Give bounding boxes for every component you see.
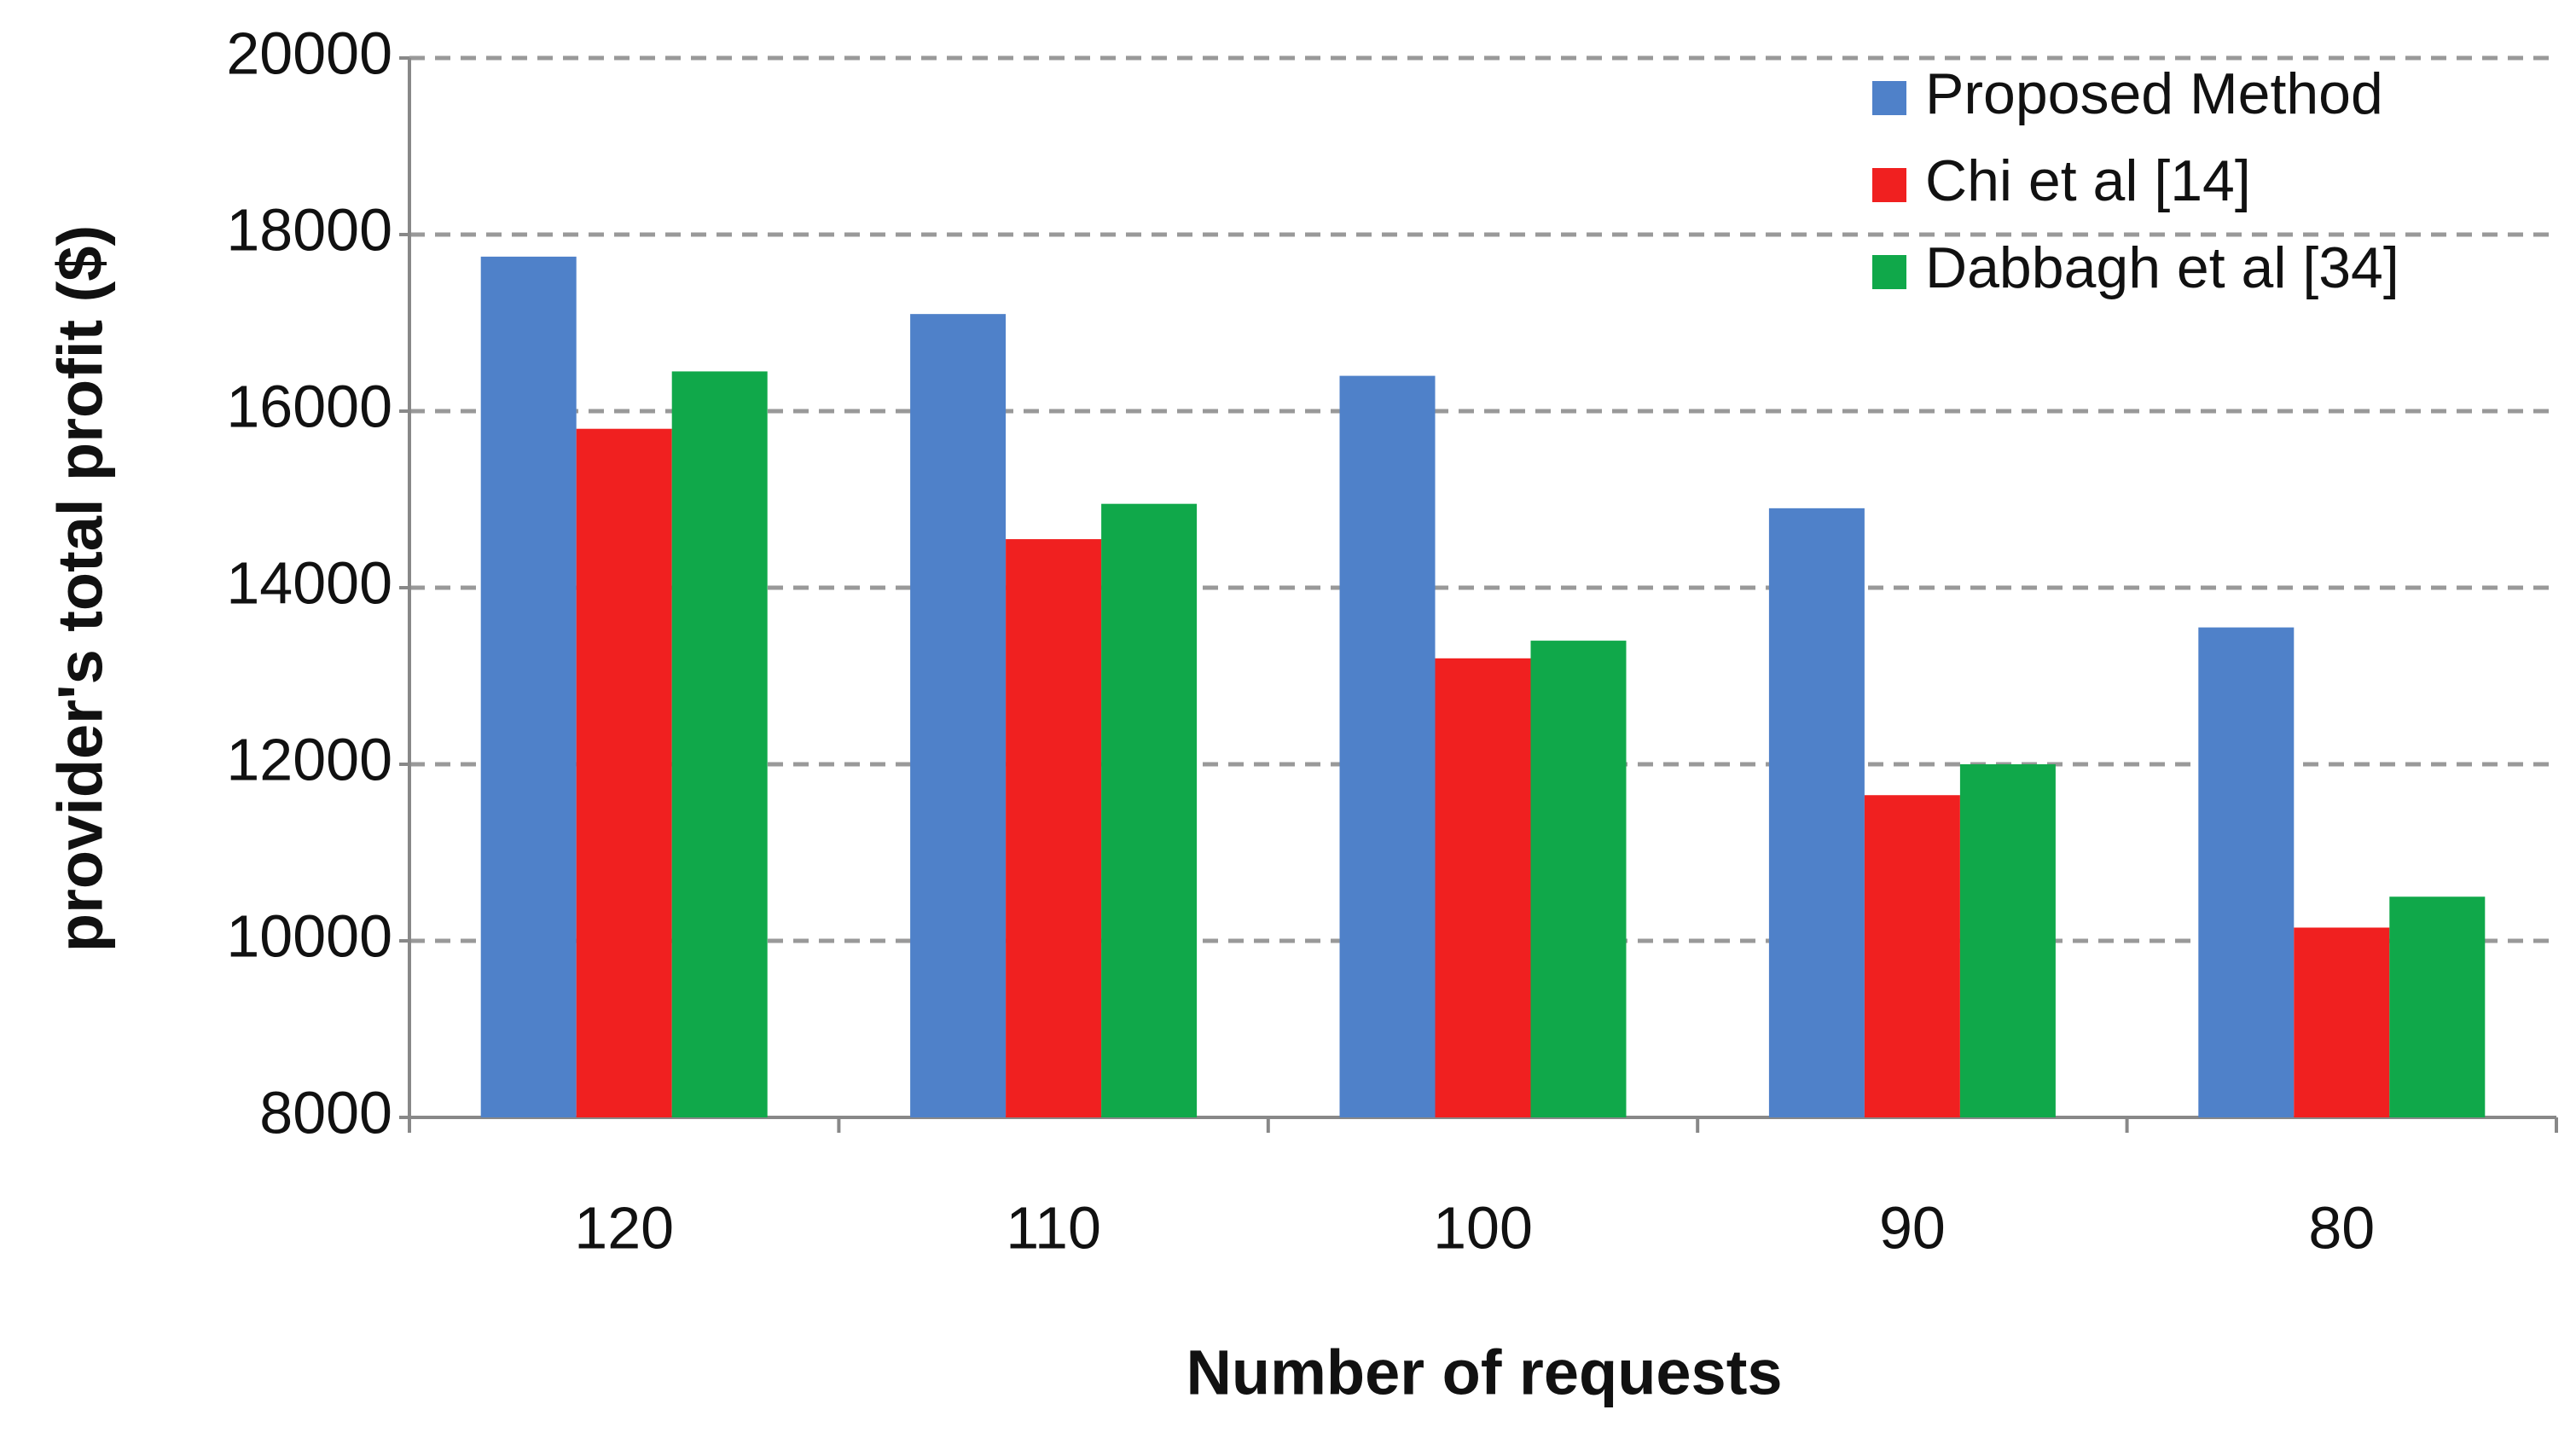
legend-label: Proposed Method xyxy=(1925,61,2383,126)
y-tick-label: 8000 xyxy=(259,1079,392,1146)
bar xyxy=(1006,539,1102,1117)
bar xyxy=(1101,503,1198,1117)
y-tick-label: 14000 xyxy=(226,549,392,616)
x-axis-title: Number of requests xyxy=(1186,1337,1782,1408)
legend-swatch xyxy=(1872,81,1906,115)
bar xyxy=(1435,658,1531,1117)
y-tick-label: 10000 xyxy=(226,902,392,969)
y-tick-label: 18000 xyxy=(226,196,392,263)
bar xyxy=(2198,627,2295,1117)
bar xyxy=(576,428,672,1117)
bar xyxy=(480,256,577,1117)
bar xyxy=(910,314,1007,1117)
legend-label: Chi et al [14] xyxy=(1925,148,2251,213)
y-axis-title: provider's total profit ($) xyxy=(45,225,116,952)
y-tick-label: 20000 xyxy=(226,20,392,86)
x-tick-label: 80 xyxy=(2308,1194,2375,1261)
bar xyxy=(1339,375,1436,1118)
bar xyxy=(2389,896,2486,1117)
legend-swatch xyxy=(1872,255,1906,289)
x-tick-label: 110 xyxy=(1006,1194,1101,1261)
bar xyxy=(1530,641,1627,1117)
y-tick-label: 12000 xyxy=(226,726,392,792)
x-tick-label: 120 xyxy=(574,1194,674,1261)
bar xyxy=(1864,795,1960,1117)
bar xyxy=(2294,927,2390,1117)
legend-label: Dabbagh et al [34] xyxy=(1925,235,2399,300)
legend-swatch xyxy=(1872,168,1906,202)
x-tick-label: 90 xyxy=(1879,1194,1946,1261)
bar xyxy=(1768,508,1865,1117)
bar xyxy=(671,371,768,1117)
y-tick-label: 16000 xyxy=(226,373,392,439)
bar xyxy=(1959,764,2056,1117)
x-tick-label: 100 xyxy=(1433,1194,1533,1261)
